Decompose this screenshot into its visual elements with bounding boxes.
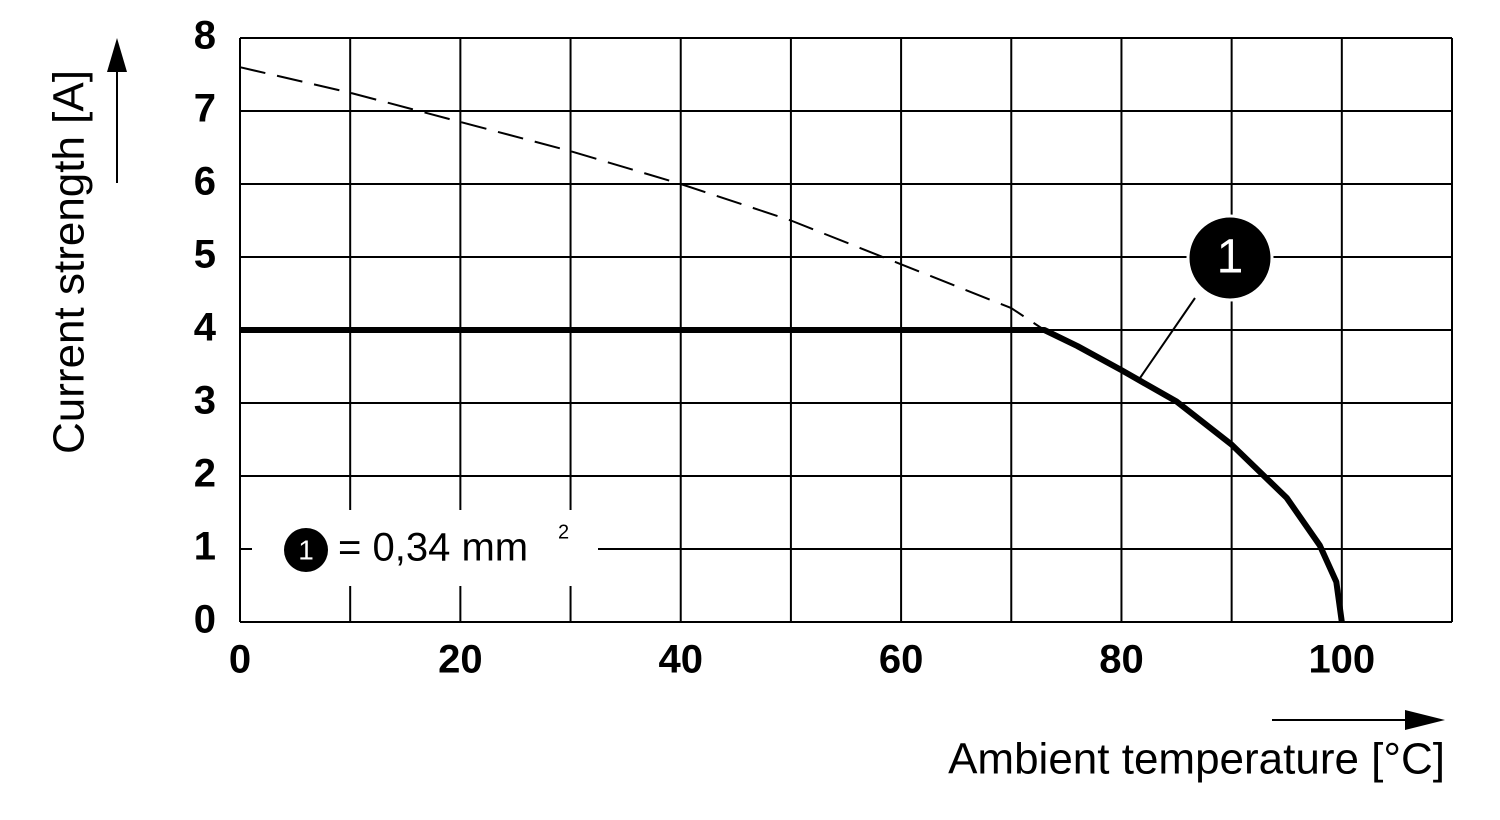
y-tick-label: 0 (194, 598, 216, 642)
plot-lines (239, 66, 1345, 623)
derating-line (240, 327, 1345, 623)
callout-circle (1186, 214, 1274, 302)
legend-marker-circle (284, 528, 328, 572)
callout-label: 1 (1217, 231, 1244, 284)
y-tick-label: 8 (194, 14, 216, 58)
x-tick-label: 60 (879, 638, 924, 682)
y-tick-label: 2 (194, 452, 216, 496)
x-tick-label: 40 (658, 638, 703, 682)
y-tick-label: 3 (194, 379, 216, 423)
y-tick-label: 5 (194, 233, 216, 277)
y-axis-label: Current strength [A] (45, 70, 94, 454)
x-tick-label: 80 (1099, 638, 1144, 682)
y-tick-label: 6 (194, 160, 216, 204)
dashed-line (239, 66, 1045, 331)
x-axis-arrowhead (1405, 710, 1445, 730)
y-axis-arrowhead (107, 38, 127, 72)
y-tick-label: 1 (194, 525, 216, 569)
x-tick-label: 20 (438, 638, 483, 682)
callout-leader (1139, 297, 1196, 379)
y-tick-label: 4 (194, 306, 217, 350)
legend-text: = 0,34 mm (338, 526, 528, 570)
x-tick-label: 0 (229, 638, 251, 682)
legend-marker: 1 (298, 534, 314, 565)
x-tick-label: 100 (1308, 638, 1375, 682)
y-tick-label: 7 (194, 87, 216, 131)
legend-superscript: 2 (558, 521, 569, 543)
x-axis-label: Ambient temperature [°C] (948, 735, 1445, 784)
